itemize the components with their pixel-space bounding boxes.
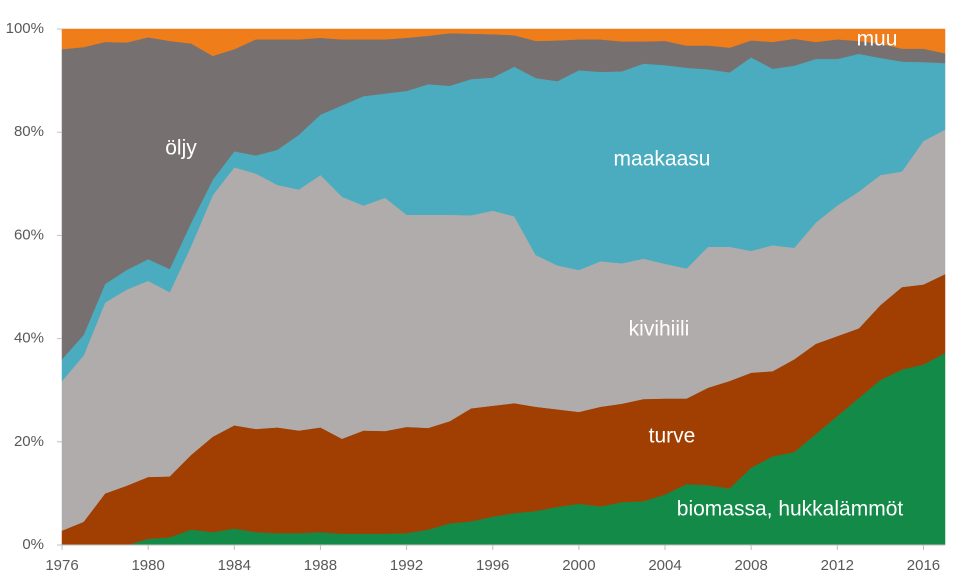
x-tick-label: 1992: [390, 557, 423, 574]
x-tick-label: 2012: [821, 557, 854, 574]
x-tick-label: 1976: [45, 557, 78, 574]
x-tick-label: 1996: [476, 557, 509, 574]
y-tick-label: 20%: [14, 433, 44, 450]
y-tick-label: 0%: [22, 536, 44, 553]
x-tick-label: 1988: [304, 557, 337, 574]
x-tick-label: 2000: [562, 557, 595, 574]
area-label: biomassa, hukkalämmöt: [677, 498, 904, 521]
area-label: öljy: [165, 137, 197, 160]
area-label: kivihiili: [629, 318, 690, 341]
y-tick-label: 60%: [14, 226, 44, 243]
x-tick-label: 1980: [131, 557, 164, 574]
area-label: muu: [857, 28, 898, 51]
x-tick-label: 2008: [734, 557, 767, 574]
y-tick-label: 40%: [14, 330, 44, 347]
y-tick-label: 80%: [14, 123, 44, 140]
area: [61, 28, 946, 57]
area-label: maakaasu: [614, 148, 711, 171]
x-tick-label: 2016: [907, 557, 940, 574]
area-label: turve: [649, 425, 696, 448]
y-tick-label: 100%: [6, 20, 44, 37]
x-tick-label: 1984: [218, 557, 251, 574]
x-tick-label: 2004: [648, 557, 681, 574]
